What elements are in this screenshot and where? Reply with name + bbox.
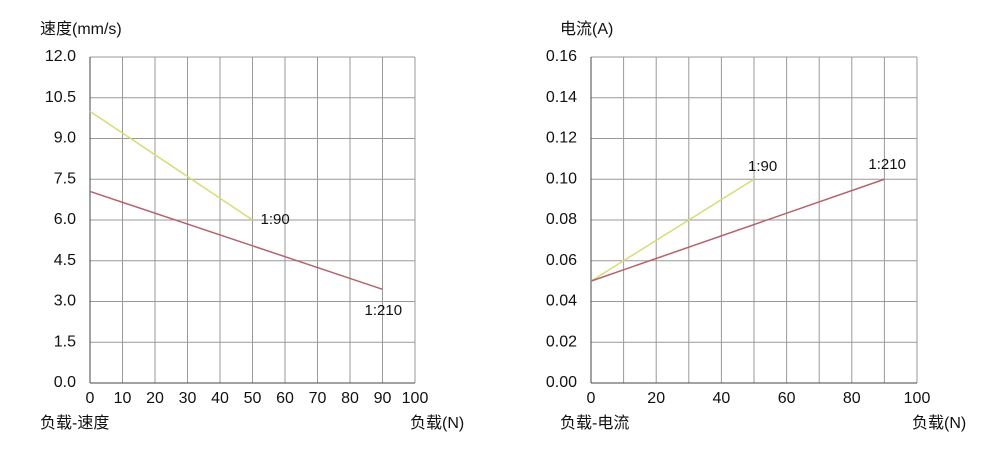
x-tick-label: 40 bbox=[211, 390, 229, 407]
y-tick-label: 12.0 bbox=[45, 48, 76, 65]
x-tick-label: 40 bbox=[713, 390, 731, 407]
y-tick-label: 0.12 bbox=[546, 130, 577, 147]
y-tick-label: 0.10 bbox=[546, 170, 577, 187]
y-tick-label: 0.14 bbox=[546, 89, 577, 106]
y-tick-label: 9.0 bbox=[54, 130, 76, 147]
x-tick-label: 0 bbox=[86, 390, 95, 407]
series-label: 1:90 bbox=[261, 211, 290, 228]
series-label: 1:210 bbox=[365, 302, 403, 319]
x-tick-label: 70 bbox=[309, 390, 327, 407]
caption: 负载-速度 bbox=[40, 414, 109, 432]
y-tick-label: 1.5 bbox=[54, 333, 76, 350]
x-tick-label: 80 bbox=[341, 390, 359, 407]
caption: 负载-电流 bbox=[560, 414, 629, 432]
x-axis-title: 负载(N) bbox=[912, 414, 966, 432]
series-label: 1:90 bbox=[748, 158, 777, 175]
x-tick-label: 20 bbox=[647, 390, 665, 407]
series-label: 1:210 bbox=[868, 156, 906, 173]
y-tick-label: 0.06 bbox=[546, 252, 577, 269]
y-tick-label: 0.04 bbox=[546, 293, 577, 310]
y-tick-label: 6.0 bbox=[54, 211, 76, 228]
y-tick-label: 7.5 bbox=[54, 170, 76, 187]
x-tick-label: 100 bbox=[904, 390, 931, 407]
line bbox=[590, 178, 885, 282]
y-tick-label: 0.00 bbox=[546, 374, 577, 391]
x-tick-label: 0 bbox=[587, 390, 596, 407]
y-tick-label: 10.5 bbox=[45, 89, 76, 106]
line bbox=[89, 110, 253, 221]
line bbox=[590, 178, 755, 282]
y-tick-label: 0.02 bbox=[546, 333, 577, 350]
y-tick-label: 0.08 bbox=[546, 211, 577, 228]
y-axis-title: 速度(mm/s) bbox=[40, 20, 122, 38]
x-tick-label: 60 bbox=[778, 390, 796, 407]
y-tick-label: 0.16 bbox=[546, 48, 577, 65]
y-axis-title: 电流(A) bbox=[560, 20, 613, 38]
x-tick-label: 50 bbox=[244, 390, 262, 407]
x-tick-label: 30 bbox=[179, 390, 197, 407]
y-tick-label: 0.0 bbox=[54, 374, 76, 391]
y-tick-label: 4.5 bbox=[54, 252, 76, 269]
x-tick-label: 10 bbox=[114, 390, 132, 407]
line bbox=[89, 190, 383, 290]
x-tick-label: 60 bbox=[276, 390, 294, 407]
x-axis-title: 负载(N) bbox=[410, 414, 464, 432]
x-tick-label: 20 bbox=[146, 390, 164, 407]
x-tick-label: 80 bbox=[843, 390, 861, 407]
x-tick-label: 90 bbox=[374, 390, 392, 407]
y-tick-label: 3.0 bbox=[54, 293, 76, 310]
x-tick-label: 100 bbox=[402, 390, 429, 407]
